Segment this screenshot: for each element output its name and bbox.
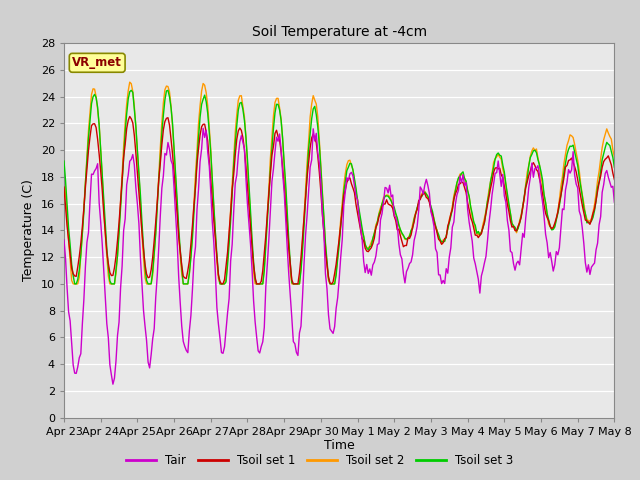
Title: Soil Temperature at -4cm: Soil Temperature at -4cm <box>252 25 427 39</box>
Y-axis label: Temperature (C): Temperature (C) <box>22 180 35 281</box>
Text: VR_met: VR_met <box>72 56 122 69</box>
Legend: Tair, Tsoil set 1, Tsoil set 2, Tsoil set 3: Tair, Tsoil set 1, Tsoil set 2, Tsoil se… <box>122 449 518 472</box>
X-axis label: Time: Time <box>324 439 355 453</box>
